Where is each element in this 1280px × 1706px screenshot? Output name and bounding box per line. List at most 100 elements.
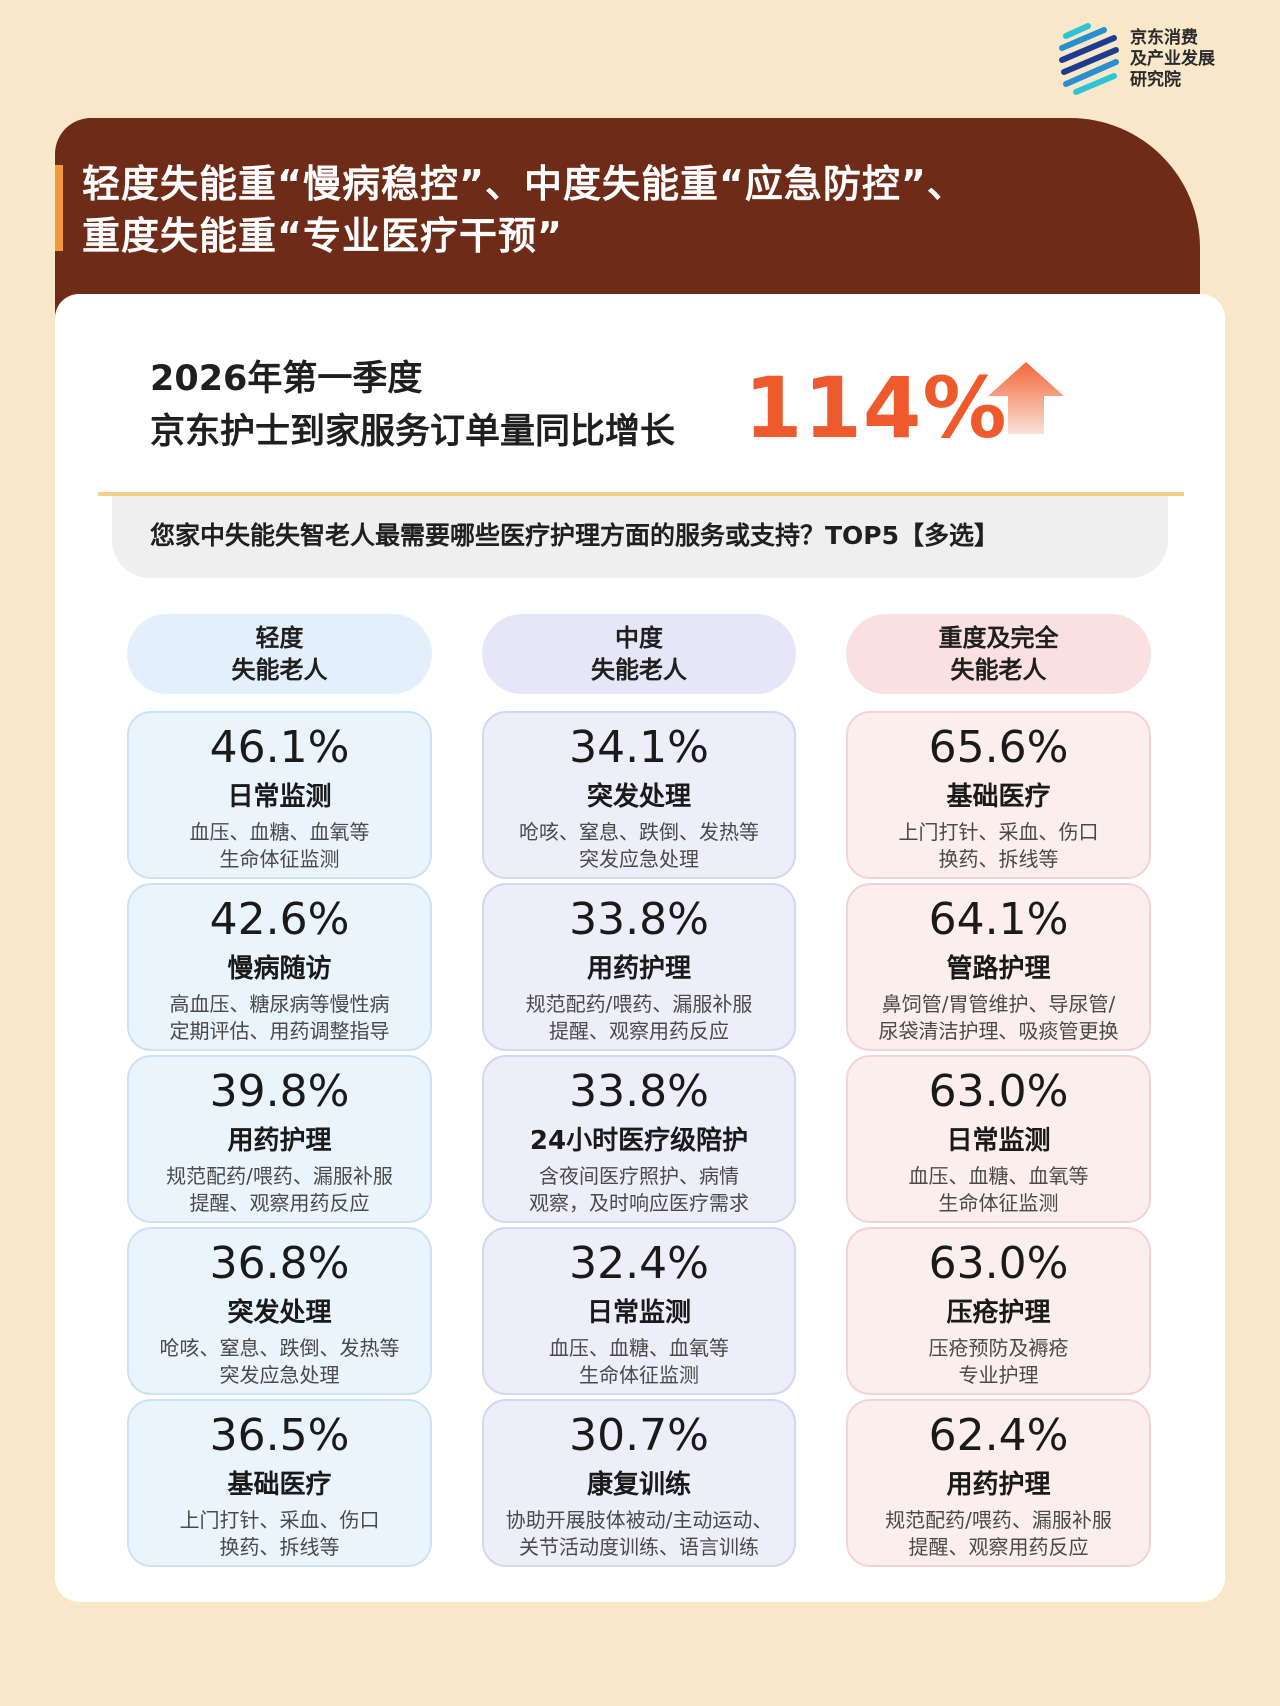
tile-description-line-2: 突发应急处理: [219, 1363, 340, 1387]
tile-description-line-2: 观察，及时响应医疗需求: [529, 1191, 749, 1215]
brand-line-2: 及产业发展: [1130, 49, 1215, 69]
tile-description-line-1: 呛咳、窒息、跌倒、发热等: [159, 1336, 400, 1360]
stat-growth-value: 114%: [744, 359, 1008, 457]
service-tile: 32.4% 日常监测 血压、血糖、血氧等 生命体征监测: [482, 1227, 796, 1395]
column-header-line-1: 中度: [615, 624, 663, 652]
tile-service-name: 日常监测: [586, 1298, 691, 1328]
service-tile: 63.0% 压疮护理 压疮预防及褥疮 专业护理: [846, 1227, 1151, 1395]
tile-description-line-1: 规范配药/喂药、漏服补服: [885, 1508, 1112, 1532]
brand-name: 京东消费 及产业发展 研究院: [1130, 28, 1215, 91]
service-tile: 46.1% 日常监测 血压、血糖、血氧等 生命体征监测: [127, 711, 432, 879]
tile-percentage: 46.1%: [209, 722, 350, 773]
tile-service-name: 基础医疗: [227, 1470, 332, 1500]
service-tile: 64.1% 管路护理 鼻饲管/胃管维护、导尿管/ 尿袋清洁护理、吸痰管更换: [846, 883, 1151, 1051]
tile-service-name: 用药护理: [227, 1126, 332, 1156]
column-header-line-1: 重度及完全: [938, 624, 1059, 652]
column-header-moderate: 中度 失能老人: [482, 614, 796, 694]
tile-description-line-2: 提醒、观察用药反应: [908, 1535, 1089, 1559]
tile-description-line-1: 血压、血糖、血氧等: [549, 1336, 729, 1360]
header-accent-bar: [55, 165, 63, 251]
tile-service-name: 24小时医疗级陪护: [529, 1126, 749, 1156]
tile-percentage: 63.0%: [928, 1066, 1069, 1117]
service-tile: 62.4% 用药护理 规范配药/喂药、漏服补服 提醒、观察用药反应: [846, 1399, 1151, 1567]
tile-percentage: 33.8%: [569, 894, 709, 945]
tile-service-name: 压疮护理: [946, 1298, 1051, 1328]
tile-description-line-1: 血压、血糖、血氧等: [908, 1164, 1089, 1188]
tile-description-line-1: 协助开展肢体被动/主动运动、: [505, 1508, 773, 1532]
tile-percentage: 34.1%: [569, 722, 709, 773]
tile-description-line-2: 专业护理: [958, 1363, 1039, 1387]
service-tile: 63.0% 日常监测 血压、血糖、血氧等 生命体征监测: [846, 1055, 1151, 1223]
tile-description-line-1: 血压、血糖、血氧等: [189, 820, 370, 844]
tile-description-line-2: 提醒、观察用药反应: [549, 1019, 729, 1043]
column-header-line-2: 失能老人: [591, 656, 687, 684]
stat-period: 2026年第一季度: [150, 359, 423, 399]
tile-percentage: 63.0%: [928, 1238, 1069, 1289]
tile-service-name: 日常监测: [227, 782, 332, 812]
tile-description-line-1: 规范配药/喂药、漏服补服: [525, 992, 753, 1016]
tile-percentage: 42.6%: [209, 894, 350, 945]
tile-description-line-2: 定期评估、用药调整指导: [169, 1019, 390, 1043]
tile-description-line-2: 尿袋清洁护理、吸痰管更换: [878, 1019, 1119, 1043]
service-tile: 36.5% 基础医疗 上门打针、采血、伤口 换药、拆线等: [127, 1399, 432, 1567]
tile-description-line-1: 上门打针、采血、伤口: [898, 820, 1099, 844]
service-tile: 36.8% 突发处理 呛咳、窒息、跌倒、发热等 突发应急处理: [127, 1227, 432, 1395]
tile-description-line-1: 鼻饲管/胃管维护、导尿管/: [881, 992, 1116, 1016]
headline-line-1: 轻度失能重“慢病稳控”、中度失能重“应急防控”、: [82, 162, 966, 206]
service-tile: 42.6% 慢病随访 高血压、糖尿病等慢性病 定期评估、用药调整指导: [127, 883, 432, 1051]
headline-line-2: 重度失能重“专业医疗干预”: [82, 214, 563, 258]
tile-service-name: 康复训练: [586, 1470, 691, 1500]
service-tile: 65.6% 基础医疗 上门打针、采血、伤口 换药、拆线等: [846, 711, 1151, 879]
tile-percentage: 39.8%: [209, 1066, 350, 1117]
tile-description-line-2: 换药、拆线等: [938, 847, 1059, 871]
tile-description-line-1: 规范配药/喂药、漏服补服: [166, 1164, 393, 1188]
tile-percentage: 36.5%: [209, 1410, 350, 1461]
tile-description-line-2: 提醒、观察用药反应: [189, 1191, 370, 1215]
column-header-line-1: 轻度: [255, 624, 304, 652]
question-divider: [98, 492, 1184, 496]
tile-description-line-2: 关节活动度训练、语言训练: [519, 1535, 759, 1559]
tile-service-name: 管路护理: [946, 954, 1051, 984]
service-tile: 33.8% 24小时医疗级陪护 含夜间医疗照护、病情 观察，及时响应医疗需求: [482, 1055, 796, 1223]
tile-service-name: 慢病随访: [227, 954, 332, 984]
tile-description-line-1: 上门打针、采血、伤口: [179, 1508, 380, 1532]
tile-description-line-2: 生命体征监测: [579, 1363, 699, 1387]
brand-logo: 京东消费 及产业发展 研究院: [1058, 22, 1258, 102]
tile-description-line-1: 呛咳、窒息、跌倒、发热等: [519, 820, 759, 844]
tile-percentage: 62.4%: [928, 1410, 1069, 1461]
column-header-line-2: 失能老人: [950, 656, 1047, 684]
tile-description-line-2: 生命体征监测: [938, 1191, 1059, 1215]
tile-service-name: 突发处理: [586, 782, 691, 812]
tile-service-name: 用药护理: [586, 954, 691, 984]
tile-service-name: 基础医疗: [946, 782, 1051, 812]
brand-line-1: 京东消费: [1130, 28, 1198, 48]
service-tile: 39.8% 用药护理 规范配药/喂药、漏服补服 提醒、观察用药反应: [127, 1055, 432, 1223]
tile-percentage: 32.4%: [569, 1238, 709, 1289]
survey-question: 您家中失能失智老人最需要哪些医疗护理方面的服务或支持？TOP5【多选】: [150, 521, 1000, 550]
question-banner: [112, 496, 1168, 578]
column-header-mild: 轻度 失能老人: [127, 614, 432, 694]
service-tile: 34.1% 突发处理 呛咳、窒息、跌倒、发热等 突发应急处理: [482, 711, 796, 879]
tile-percentage: 64.1%: [928, 894, 1069, 945]
tile-description-line-2: 换药、拆线等: [219, 1535, 340, 1559]
service-tile: 33.8% 用药护理 规范配药/喂药、漏服补服 提醒、观察用药反应: [482, 883, 796, 1051]
tile-description-line-1: 压疮预防及褥疮: [928, 1336, 1069, 1360]
tile-description-line-2: 生命体征监测: [219, 847, 340, 871]
tile-description-line-1: 高血压、糖尿病等慢性病: [169, 992, 390, 1016]
up-arrow-icon: [988, 362, 1064, 434]
headline: 轻度失能重“慢病稳控”、中度失能重“应急防控”、 重度失能重“专业医疗干预”: [82, 158, 1182, 262]
brand-line-3: 研究院: [1130, 70, 1181, 90]
tile-service-name: 日常监测: [946, 1126, 1051, 1156]
tile-description-line-2: 突发应急处理: [579, 847, 699, 871]
column-header-severe: 重度及完全 失能老人: [846, 614, 1151, 694]
tile-percentage: 36.8%: [209, 1238, 350, 1289]
logo-stripes-icon: [1059, 23, 1119, 95]
service-tile: 30.7% 康复训练 协助开展肢体被动/主动运动、 关节活动度训练、语言训练: [482, 1399, 796, 1567]
tile-description-line-1: 含夜间医疗照护、病情: [539, 1164, 739, 1188]
tile-service-name: 用药护理: [946, 1470, 1051, 1500]
tile-percentage: 65.6%: [928, 722, 1069, 773]
column-header-line-2: 失能老人: [231, 656, 328, 684]
tile-service-name: 突发处理: [227, 1298, 332, 1328]
tile-percentage: 33.8%: [569, 1066, 709, 1117]
tile-percentage: 30.7%: [569, 1410, 709, 1461]
